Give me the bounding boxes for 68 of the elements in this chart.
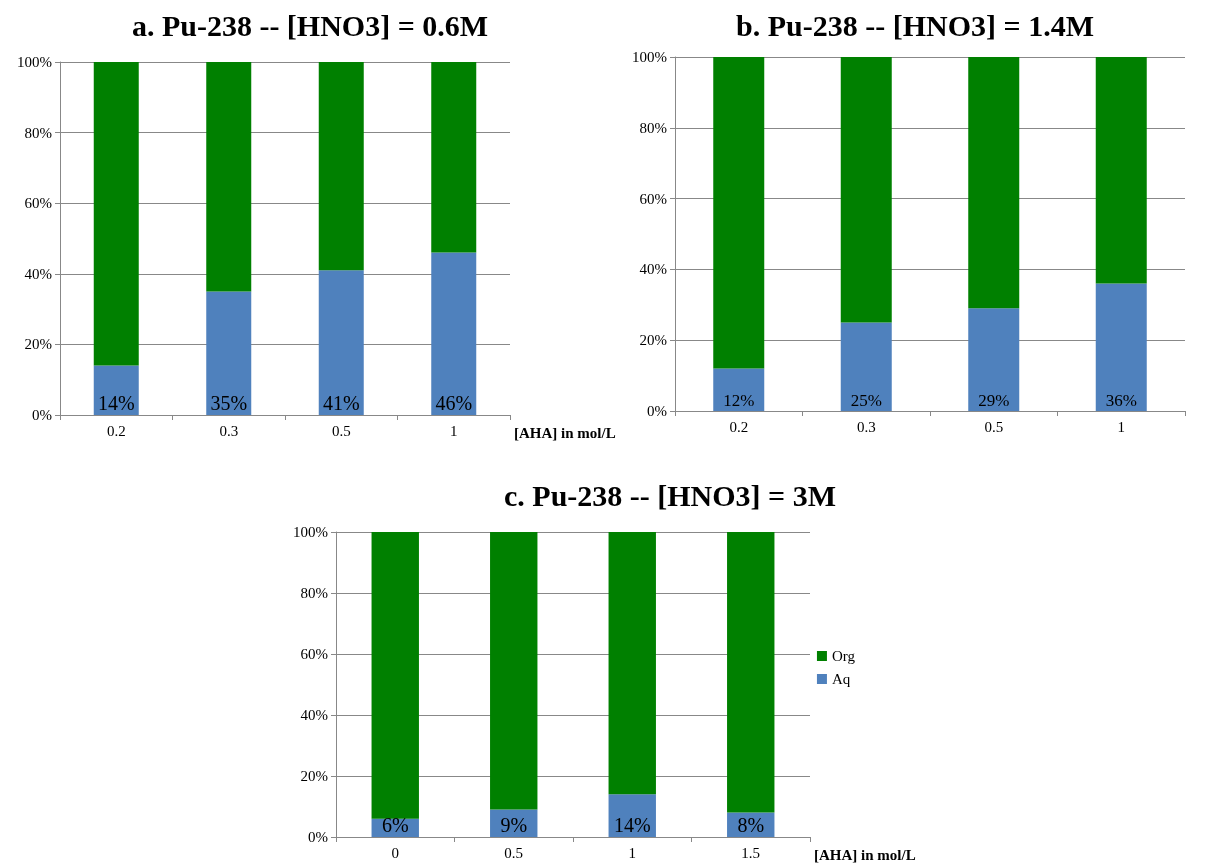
y-tick-label: 20% [300, 768, 328, 784]
y-tick-label: 100% [632, 49, 667, 65]
x-tick-label: 1 [450, 422, 458, 439]
bar [840, 57, 892, 323]
data-label: 12% [723, 391, 755, 410]
y-tick-label: 20% [639, 332, 667, 349]
bar [608, 532, 656, 795]
bar [968, 308, 1020, 411]
bar [431, 62, 477, 253]
data-label: 25% [850, 391, 882, 410]
bar [1095, 57, 1147, 284]
data-label: 6% [381, 814, 409, 836]
y-tick-label: 40% [24, 265, 52, 282]
x-tick-label: 0.5 [504, 844, 524, 861]
y-tick-label: 0% [308, 829, 328, 845]
y-tick-label: 0% [647, 403, 667, 419]
data-label: 46% [435, 392, 473, 414]
y-tick-label: 20% [24, 336, 52, 353]
data-label: 29% [978, 391, 1010, 410]
bar [840, 322, 892, 411]
y-tick-label: 80% [24, 124, 52, 141]
bar [431, 252, 477, 415]
data-label: 35% [210, 392, 248, 414]
bar [713, 368, 765, 411]
bar [206, 62, 252, 292]
chart-title: c. Pu-238 -- [HNO3] = 3M [503, 478, 837, 512]
x-tick-label: 1 [628, 844, 636, 861]
chart-title: b. Pu-238 -- [HNO3] = 1.4M [736, 8, 1094, 42]
y-tick-label: 100% [17, 54, 52, 70]
y-tick-label: 40% [300, 707, 328, 723]
legend-label: Aq [831, 671, 851, 687]
bar [318, 270, 364, 415]
bar [206, 291, 252, 415]
bar [713, 57, 765, 369]
bar [727, 532, 775, 813]
x-axis-title: [AHA] in mol/L [814, 846, 916, 863]
data-label: 14% [613, 814, 651, 836]
bar [968, 57, 1020, 309]
data-label: 9% [500, 814, 528, 836]
x-tick-label: 0 [391, 844, 399, 861]
y-tick-label: 100% [293, 524, 328, 540]
y-tick-label: 0% [32, 407, 52, 423]
legend-label: Org [831, 648, 856, 664]
bar [490, 532, 538, 810]
x-tick-label: 1.5 [741, 844, 761, 861]
y-tick-label: 80% [639, 119, 667, 136]
x-tick-label: 0.5 [984, 418, 1004, 435]
data-label: 36% [1105, 391, 1137, 410]
x-tick-label: 1 [1117, 418, 1125, 435]
y-tick-label: 60% [639, 190, 667, 207]
x-tick-label: 0.3 [219, 422, 239, 439]
y-tick-label: 60% [300, 646, 328, 662]
x-tick-label: 0.3 [856, 418, 876, 435]
y-tick-label: 80% [300, 585, 328, 601]
bar [318, 62, 364, 271]
bar [93, 62, 139, 366]
bar [371, 532, 419, 819]
x-tick-label: 0.2 [106, 422, 126, 439]
data-label: 14% [97, 392, 135, 414]
chart-title: a. Pu-238 -- [HNO3] = 0.6M [131, 8, 489, 42]
y-tick-label: 40% [639, 261, 667, 278]
x-tick-label: 0.5 [331, 422, 351, 439]
data-label: 41% [322, 392, 360, 414]
x-tick-label: 0.2 [729, 418, 749, 435]
bar [1095, 283, 1147, 411]
y-tick-label: 60% [24, 195, 52, 212]
x-axis-title: [AHA] in mol/L [514, 424, 616, 441]
data-label: 8% [737, 814, 765, 836]
